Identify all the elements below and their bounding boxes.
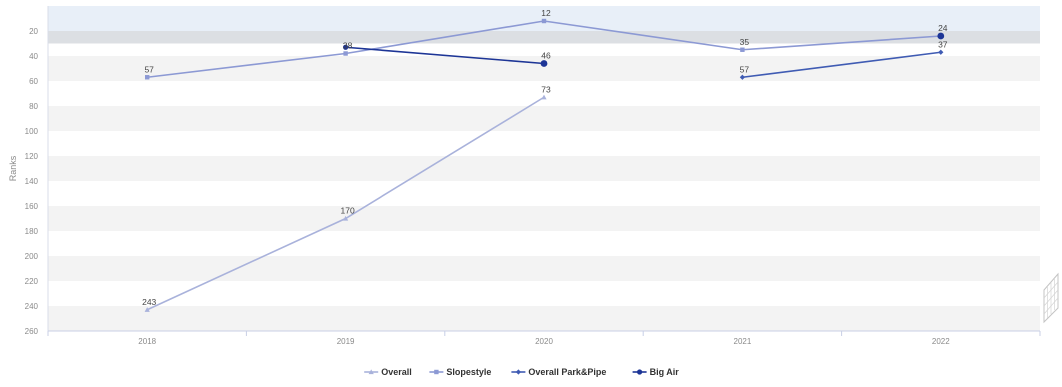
legend-label: Big Air: [650, 367, 680, 377]
legend-label: Overall: [381, 367, 412, 377]
grid-band: [48, 306, 1040, 331]
y-tick-label: 180: [25, 227, 39, 236]
legend-item[interactable]: Overall: [364, 367, 412, 377]
data-label: 37: [938, 39, 948, 49]
corner-grid-line: [1043, 297, 1059, 315]
y-axis-ticks: 20 40 60 80 100 120 140 160 180 200 220 240 260: [25, 27, 39, 336]
legend-marker: [368, 369, 374, 375]
x-tick-label: 2019: [337, 337, 355, 346]
legend[interactable]: Overall Slopestyle Overall Park&Pipe Big Ai…: [364, 367, 679, 377]
x-tick-label: 2021: [734, 337, 752, 346]
highlight-band: [48, 31, 1040, 44]
y-tick-label: 100: [25, 127, 39, 136]
y-tick-label: 120: [25, 152, 39, 161]
point-overall: [144, 307, 150, 312]
point-overall: [343, 215, 349, 221]
data-label: 57: [144, 64, 154, 74]
point-slopestyle: [541, 18, 547, 24]
point-slopestyle: [343, 51, 348, 56]
data-label: 38: [343, 41, 353, 51]
corner-grid-frame: [1043, 272, 1059, 324]
grid-band: [48, 181, 1040, 206]
grid-band: [48, 231, 1040, 256]
data-label: 35: [740, 37, 750, 47]
point-big-air: [540, 60, 548, 67]
grid-band: [48, 131, 1040, 156]
series-markers: [144, 18, 945, 312]
point-big-air: [343, 44, 349, 50]
point-overall-park-pipe: [938, 49, 944, 55]
y-tick-label: 20: [29, 27, 38, 36]
data-label: 57: [740, 64, 750, 74]
y-tick-label: 140: [25, 177, 39, 186]
y-tick-label: 80: [29, 102, 38, 111]
legend-label: Slopestyle: [446, 367, 491, 377]
series-line-big-air: [345, 46, 545, 65]
y-tick-label: 60: [29, 77, 38, 86]
point-slopestyle: [144, 75, 150, 80]
grid-band: [48, 206, 1040, 231]
legend-marker: [637, 369, 643, 375]
legend-marker: [434, 369, 439, 375]
y-tick-label: 240: [25, 302, 39, 311]
legend-label: Overall Park&Pipe: [528, 367, 606, 377]
x-tick-label: 2018: [138, 337, 156, 346]
corner-grid-icon[interactable]: [1043, 272, 1059, 324]
y-tick-label: 40: [29, 52, 38, 61]
grid-band: [48, 281, 1040, 306]
data-label: 243: [142, 297, 156, 307]
grid-band: [48, 6, 1040, 31]
legend-item[interactable]: Overall Park&Pipe: [511, 367, 606, 377]
x-tick-label: 2020: [535, 337, 553, 346]
legend-marker: [515, 369, 521, 375]
point-overall: [541, 94, 547, 100]
axes: [47, 6, 1041, 336]
grid-band: [48, 81, 1040, 106]
data-label: 24: [938, 23, 948, 33]
point-slopestyle: [740, 47, 745, 52]
y-tick-label: 220: [25, 277, 39, 286]
grid-band: [48, 156, 1040, 181]
x-tick-label: 2022: [932, 337, 950, 346]
data-label: 46: [541, 51, 551, 61]
grid-band: [48, 106, 1040, 131]
y-axis-title: Ranks: [8, 155, 18, 181]
legend-item[interactable]: Slopestyle: [429, 367, 491, 377]
point-big-air: [937, 32, 945, 40]
data-label: 170: [341, 206, 355, 216]
x-axis-ticks: 2018 2019 2020 2021 2022: [138, 337, 950, 346]
y-tick-label: 260: [25, 327, 39, 336]
legend-item[interactable]: Big Air: [632, 367, 680, 377]
series-line-overall-park-pipe: [742, 51, 941, 79]
data-label: 73: [541, 84, 551, 94]
grid-band: [48, 256, 1040, 281]
y-tick-label: 160: [25, 202, 39, 211]
plot-highlight-band: [48, 31, 1040, 44]
point-overall-park-pipe: [739, 74, 745, 80]
data-labels: 243 170 73 57 38 12 35 24 57 37 46: [142, 8, 948, 307]
data-label: 12: [541, 8, 551, 18]
y-tick-label: 200: [25, 252, 39, 261]
